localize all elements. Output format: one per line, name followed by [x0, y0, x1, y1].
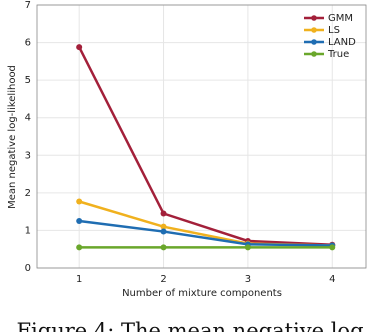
legend-marker — [311, 39, 317, 45]
marker — [76, 244, 83, 251]
marker — [160, 244, 167, 251]
marker — [76, 44, 83, 51]
y-tick-label: 5 — [25, 75, 31, 86]
y-tick-label: 2 — [25, 188, 31, 199]
y-tick-label: 0 — [25, 263, 31, 274]
y-tick-label: 4 — [25, 113, 31, 124]
y-tick-label: 3 — [25, 150, 31, 161]
y-tick-label: 6 — [25, 38, 31, 49]
legend-marker — [311, 15, 317, 21]
legend-label: LS — [328, 25, 340, 36]
legend-marker — [311, 51, 317, 57]
series-line — [78, 46, 333, 246]
x-tick-label: 4 — [329, 274, 335, 285]
legend-marker — [311, 27, 317, 33]
series-line — [79, 219, 333, 247]
plot-frame — [36, 4, 367, 269]
legend-label: GMM — [328, 13, 353, 24]
x-tick-label: 2 — [160, 274, 166, 285]
legend-label: LAND — [328, 37, 356, 48]
marker — [160, 228, 167, 235]
y-axis-label: Mean negative log-likelihood — [7, 65, 18, 209]
y-tick-label: 1 — [25, 225, 31, 236]
x-tick-label: 1 — [76, 274, 82, 285]
marker — [329, 244, 336, 251]
x-tick-label: 3 — [245, 274, 251, 285]
caption: Figure 4: The mean negative log — [16, 319, 363, 332]
marker — [76, 198, 83, 205]
marker — [160, 223, 167, 230]
marker — [244, 244, 251, 251]
y-tick-label: 7 — [25, 0, 31, 11]
marker — [160, 210, 167, 217]
marker — [76, 218, 83, 225]
x-axis-label: Number of mixture components — [122, 288, 282, 299]
legend-label: True — [327, 49, 349, 60]
